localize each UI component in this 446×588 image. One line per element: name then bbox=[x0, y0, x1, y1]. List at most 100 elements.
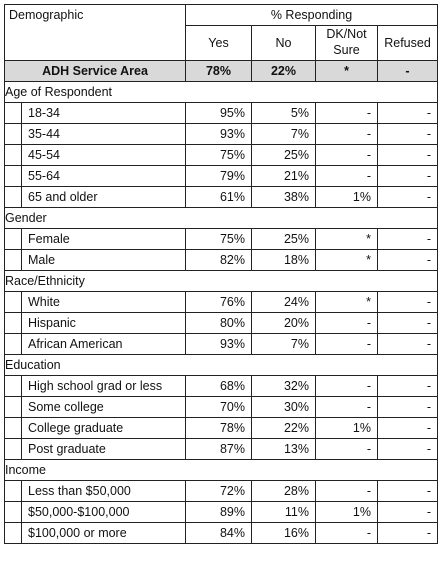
indent-cell bbox=[4, 375, 22, 397]
indent-cell bbox=[4, 123, 22, 145]
cell-refused: - bbox=[377, 123, 438, 145]
column-header-dk-label: DK/Not Sure bbox=[326, 27, 367, 57]
cell-yes: 70% bbox=[185, 396, 252, 418]
row-label: $50,000-$100,000 bbox=[21, 501, 186, 523]
indent-cell bbox=[4, 501, 22, 523]
cell-dk: - bbox=[315, 480, 378, 502]
section-title: Gender bbox=[4, 207, 438, 229]
row-label: Hispanic bbox=[21, 312, 186, 334]
table-row: Less than $50,000 72% 28% - - bbox=[4, 480, 438, 502]
cell-no: 21% bbox=[251, 165, 316, 187]
service-area-row: ADH Service Area 78% 22% * - bbox=[4, 60, 438, 82]
row-label: Post graduate bbox=[21, 438, 186, 460]
cell-dk: - bbox=[315, 312, 378, 334]
cell-dk: - bbox=[315, 522, 378, 544]
cell-yes: 76% bbox=[185, 291, 252, 313]
indent-cell bbox=[4, 102, 22, 124]
table-row: $100,000 or more 84% 16% - - bbox=[4, 522, 438, 544]
row-label: Male bbox=[21, 249, 186, 271]
table-row: Female 75% 25% * - bbox=[4, 228, 438, 250]
cell-no: 24% bbox=[251, 291, 316, 313]
cell-refused: - bbox=[377, 396, 438, 418]
cell-refused: - bbox=[377, 438, 438, 460]
section-header-row: Gender bbox=[4, 207, 438, 229]
table-row: 18-34 95% 5% - - bbox=[4, 102, 438, 124]
cell-refused: - bbox=[377, 333, 438, 355]
row-label: 55-64 bbox=[21, 165, 186, 187]
indent-cell bbox=[4, 333, 22, 355]
cell-refused: - bbox=[377, 480, 438, 502]
cell-refused: - bbox=[377, 186, 438, 208]
indent-cell bbox=[4, 522, 22, 544]
service-area-no: 22% bbox=[251, 60, 316, 82]
row-label: 45-54 bbox=[21, 144, 186, 166]
cell-yes: 87% bbox=[185, 438, 252, 460]
cell-no: 38% bbox=[251, 186, 316, 208]
cell-refused: - bbox=[377, 375, 438, 397]
cell-yes: 75% bbox=[185, 228, 252, 250]
indent-cell bbox=[4, 249, 22, 271]
cell-yes: 61% bbox=[185, 186, 252, 208]
row-label: Some college bbox=[21, 396, 186, 418]
cell-yes: 72% bbox=[185, 480, 252, 502]
demographic-header: Demographic bbox=[4, 4, 186, 61]
row-label: 35-44 bbox=[21, 123, 186, 145]
table-row: Some college 70% 30% - - bbox=[4, 396, 438, 418]
row-label: 18-34 bbox=[21, 102, 186, 124]
indent-cell bbox=[4, 228, 22, 250]
header-row-columns: Yes No DK/Not Sure Refused bbox=[5, 25, 438, 61]
cell-yes: 78% bbox=[185, 417, 252, 439]
row-label: High school grad or less bbox=[21, 375, 186, 397]
cell-yes: 75% bbox=[185, 144, 252, 166]
cell-dk: 1% bbox=[315, 501, 378, 523]
service-area-dk: * bbox=[315, 60, 378, 82]
responding-header: % Responding bbox=[185, 4, 438, 26]
cell-no: 28% bbox=[251, 480, 316, 502]
table-row: 45-54 75% 25% - - bbox=[4, 144, 438, 166]
cell-no: 25% bbox=[251, 228, 316, 250]
row-label: College graduate bbox=[21, 417, 186, 439]
indent-cell bbox=[4, 291, 22, 313]
cell-refused: - bbox=[377, 165, 438, 187]
column-header-yes: Yes bbox=[185, 25, 252, 61]
cell-yes: 93% bbox=[185, 123, 252, 145]
section-title: Income bbox=[4, 459, 438, 481]
section-title: Age of Respondent bbox=[4, 81, 438, 103]
cell-yes: 84% bbox=[185, 522, 252, 544]
cell-no: 7% bbox=[251, 333, 316, 355]
cell-refused: - bbox=[377, 522, 438, 544]
row-label: Female bbox=[21, 228, 186, 250]
cell-dk: * bbox=[315, 291, 378, 313]
cell-no: 18% bbox=[251, 249, 316, 271]
cell-dk: 1% bbox=[315, 186, 378, 208]
cell-dk: * bbox=[315, 249, 378, 271]
table-row: Hispanic 80% 20% - - bbox=[4, 312, 438, 334]
table-row: African American 93% 7% - - bbox=[4, 333, 438, 355]
row-label: Less than $50,000 bbox=[21, 480, 186, 502]
cell-dk: - bbox=[315, 396, 378, 418]
cell-dk: - bbox=[315, 144, 378, 166]
cell-dk: * bbox=[315, 228, 378, 250]
cell-no: 30% bbox=[251, 396, 316, 418]
cell-refused: - bbox=[377, 228, 438, 250]
indent-cell bbox=[4, 312, 22, 334]
section-title: Education bbox=[4, 354, 438, 376]
cell-refused: - bbox=[377, 291, 438, 313]
table-row: 55-64 79% 21% - - bbox=[4, 165, 438, 187]
cell-no: 13% bbox=[251, 438, 316, 460]
cell-dk: - bbox=[315, 333, 378, 355]
cell-yes: 95% bbox=[185, 102, 252, 124]
table-row: Male 82% 18% * - bbox=[4, 249, 438, 271]
cell-refused: - bbox=[377, 417, 438, 439]
column-header-no: No bbox=[251, 25, 316, 61]
cell-dk: - bbox=[315, 438, 378, 460]
indent-cell bbox=[4, 480, 22, 502]
cell-no: 16% bbox=[251, 522, 316, 544]
cell-refused: - bbox=[377, 501, 438, 523]
service-area-refused: - bbox=[377, 60, 438, 82]
indent-cell bbox=[4, 144, 22, 166]
table-row: White 76% 24% * - bbox=[4, 291, 438, 313]
row-label: African American bbox=[21, 333, 186, 355]
column-header-dk: DK/Not Sure bbox=[315, 25, 378, 61]
section-title: Race/Ethnicity bbox=[4, 270, 438, 292]
